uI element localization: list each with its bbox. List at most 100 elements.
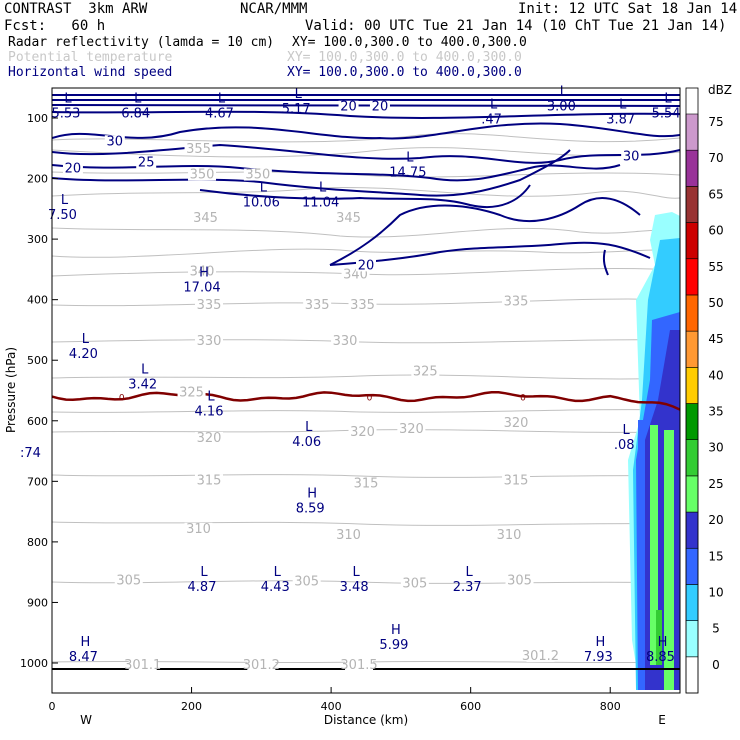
theta-label-bg (400, 577, 429, 590)
theta-label-bg (334, 212, 363, 225)
theta-label-27: 305 (402, 576, 427, 591)
axes: 0 200 400 600 800100200300400500600700800900… (20, 112, 621, 713)
theta-label-13: 325 (413, 364, 438, 379)
hl-value-23: 8.47 (69, 650, 98, 665)
colorbar-swatch-60 (685, 222, 699, 260)
hl-marker-17: L (623, 423, 631, 438)
theta-label-bg (502, 416, 531, 429)
wind-label-bg (621, 150, 642, 163)
theta-label-bg (191, 212, 220, 225)
wind-label-bg (104, 135, 125, 148)
theta-label-bg (292, 575, 321, 588)
theta-label-23: 310 (336, 528, 361, 543)
hl-marker-21: L (353, 565, 361, 580)
model-title: CONTRAST 3km ARW (4, 1, 148, 17)
x-tick-label-1: 200 (181, 700, 202, 713)
wind-label-6: 20 (358, 258, 375, 273)
theta-label-17: 320 (504, 416, 529, 431)
theta-label-31: 301.5 (340, 658, 377, 673)
hl-value-11: 7.50 (48, 208, 77, 223)
theta-label-bg (114, 574, 143, 587)
theta-label-bg (177, 386, 206, 399)
theta-label-bg (188, 265, 217, 278)
colorbar-label-50: 50 (708, 296, 723, 310)
center-title: NCAR/MMM (240, 1, 308, 17)
colorbar-unit: dBZ (708, 83, 732, 97)
theta-label-bg (348, 425, 377, 438)
theta-label-24: 310 (497, 528, 522, 543)
hl-value-20: 4.43 (261, 580, 290, 595)
theta-label-21: 315 (504, 473, 529, 488)
theta-label-bg (195, 431, 223, 444)
colorbar-swatch-15 (685, 547, 699, 585)
theta-label-5: 340 (190, 264, 215, 279)
theta-label-30: 301.2 (243, 658, 280, 673)
hl-value-5: 3.00 (547, 99, 576, 114)
colorbar-label-65: 65 (708, 187, 723, 201)
hl-value-25: 7.93 (584, 650, 613, 665)
theta-label-32: 301.2 (522, 649, 559, 664)
x-tick-label-2: 400 (321, 700, 342, 713)
colorbar-label-15: 15 (708, 549, 723, 563)
wind-label-bg (356, 259, 376, 272)
theta-label-bg (348, 298, 377, 311)
contour-fields (52, 94, 680, 690)
colorbar-swatch-30 (685, 439, 699, 477)
reflectivity-fill (628, 212, 680, 690)
colorbar-swatch-45 (685, 330, 699, 368)
hl-value-1: 6.84 (121, 107, 150, 122)
hl-marker-20: L (274, 565, 282, 580)
wind-label-2: 20 (65, 162, 82, 177)
theta-label-14: 325 (179, 386, 204, 401)
theta-label-bg (184, 143, 213, 156)
colorbar-label-40: 40 (708, 368, 723, 382)
colorbar-swatch-25 (685, 475, 699, 513)
theta-label-bg (188, 168, 217, 181)
theta-label-3: 345 (193, 211, 218, 226)
theta-label-9: 335 (350, 298, 375, 313)
y-tick-label-3: 400 (27, 294, 48, 307)
colorbar: 0 5 10 15 20 25 30 35 40 45 50 55 60 65 70 75 (685, 87, 724, 694)
field-wind-xy: XY= 100.0,300.0 to 400.0,300.0 (287, 65, 522, 80)
y-tick-label-5: 600 (27, 415, 48, 428)
valid-time: Valid: 00 UTC Tue 21 Jan 14 (10 ChT Tue … (305, 18, 727, 34)
colorbar-label-75: 75 (708, 115, 723, 129)
hl-value-10: 11.04 (302, 196, 339, 211)
field-theta-xy: XY= 100.0,300.0 to 400.0,300.0 (287, 50, 522, 65)
east-endpoint-label: E (658, 713, 666, 727)
theta-label-7: 335 (197, 298, 222, 313)
colorbar-swatch-70 (685, 149, 699, 187)
hl-marker-11: L (61, 193, 69, 208)
hl-marker-24: H (391, 623, 401, 638)
wind-label-4: 20 (372, 100, 389, 115)
hl-value-2: 4.67 (205, 107, 234, 122)
theta-label-bg (502, 295, 531, 308)
hl-value-13: 4.20 (69, 347, 98, 362)
colorbar-swatch-20 (685, 511, 699, 549)
y-tick-label-0: 100 (27, 112, 48, 125)
y-tick-label-4: 500 (27, 354, 48, 367)
hl-marker-5: L (560, 84, 568, 99)
colorbar-label-0: 0 (712, 658, 720, 672)
theta-label-28: 305 (507, 573, 532, 588)
hl-marker-23: H (81, 635, 91, 650)
colorbar-label-45: 45 (708, 332, 723, 346)
hl-value-26: 8.85 (646, 650, 675, 665)
theta-label-10: 335 (504, 295, 529, 310)
wind-label-bg (338, 100, 359, 113)
hl-marker-7: L (664, 92, 672, 107)
y-tick-label-6: 700 (27, 475, 48, 488)
theta-label-29: 301.1 (124, 658, 161, 673)
freezing-level-label-1: 0 (367, 394, 373, 404)
hl-marker-22: L (466, 565, 474, 580)
y-tick-label-1: 200 (27, 173, 48, 186)
x-tick-label-3: 600 (460, 700, 481, 713)
y-tick-label-2: 300 (27, 233, 48, 246)
hl-marker-3: L (295, 87, 303, 102)
field-reflectivity-xy: XY= 100.0,300.0 to 400.0,300.0 (292, 35, 527, 50)
theta-label-bg (243, 168, 272, 181)
init-time: Init: 12 UTC Sat 18 Jan 14 (518, 1, 738, 17)
theta-label-bg (345, 659, 374, 672)
theta-label-20: 315 (354, 476, 379, 491)
